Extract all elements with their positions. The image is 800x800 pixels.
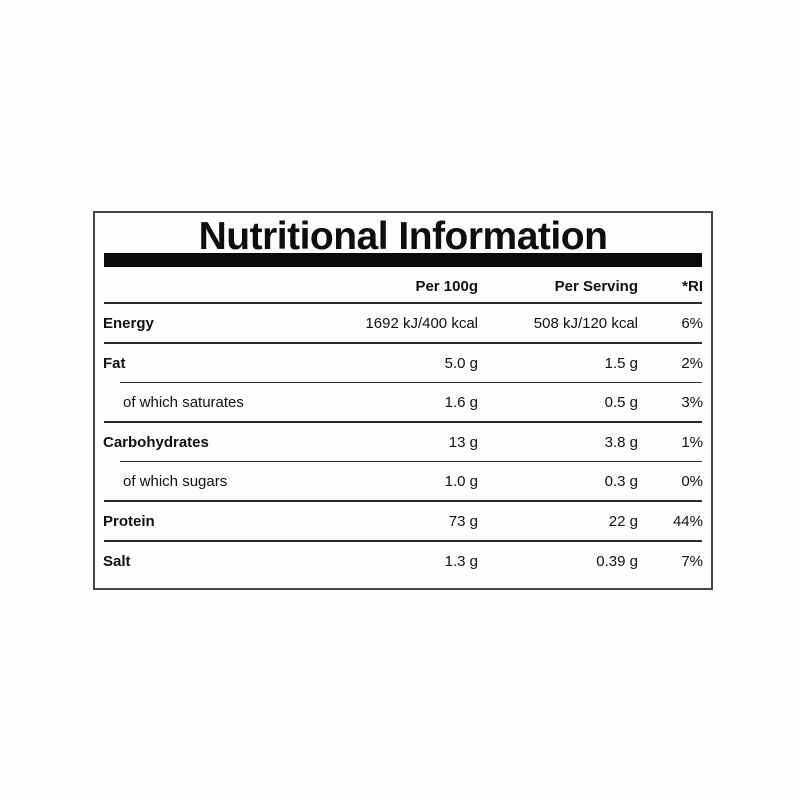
per-100g-value: 1692 kJ/400 kcal (365, 314, 478, 332)
per-serving-value: 1.5 g (604, 354, 638, 372)
nutrient-name: Fat (103, 354, 126, 372)
per-100g-value: 13 g (448, 433, 478, 451)
ri-value: 6% (681, 314, 703, 332)
ri-value: 44% (672, 512, 703, 530)
nutrient-name: of which saturates (123, 393, 244, 411)
column-header-ri: *RI (682, 278, 703, 295)
per-100g-value: 1.6 g (444, 393, 478, 411)
per-serving-value: 22 g (608, 512, 638, 530)
per-serving-value: 508 kJ/120 kcal (533, 314, 638, 332)
row-divider (120, 382, 702, 383)
table-row: Salt 1.3 g 0.39 g 7% (95, 542, 711, 580)
nutrient-name: Protein (103, 512, 155, 530)
per-serving-value: 0.3 g (604, 472, 638, 490)
ri-value: 3% (681, 393, 703, 411)
table-row: of which sugars 1.0 g 0.3 g 0% (95, 462, 711, 500)
ri-value: 0% (681, 472, 703, 490)
row-divider (104, 342, 702, 344)
column-header-spacer (103, 295, 308, 302)
table-row: Energy 1692 kJ/400 kcal 508 kJ/120 kcal … (95, 304, 711, 342)
nutrient-name: of which sugars (123, 472, 228, 490)
column-header-per-100g: Per 100g (415, 278, 478, 295)
ri-value: 7% (681, 552, 703, 570)
table-body: Energy 1692 kJ/400 kcal 508 kJ/120 kcal … (95, 302, 711, 580)
per-100g-value: 1.3 g (444, 552, 478, 570)
per-serving-value: 0.39 g (596, 552, 638, 570)
title-underline-bar (104, 253, 702, 267)
table-row: Fat 5.0 g 1.5 g 2% (95, 344, 711, 382)
per-serving-value: 0.5 g (604, 393, 638, 411)
ri-value: 1% (681, 433, 703, 451)
table-row: of which saturates 1.6 g 0.5 g 3% (95, 383, 711, 421)
row-divider (104, 500, 702, 502)
table-row: Protein 73 g 22 g 44% (95, 502, 711, 540)
table-header: Per 100g Per Serving *RI (95, 267, 711, 302)
per-100g-value: 73 g (448, 512, 478, 530)
per-serving-value: 3.8 g (604, 433, 638, 451)
nutrient-name: Energy (103, 314, 154, 332)
column-header-per-serving: Per Serving (554, 278, 638, 295)
table-row: Carbohydrates 13 g 3.8 g 1% (95, 423, 711, 461)
per-100g-value: 5.0 g (444, 354, 478, 372)
nutrient-name: Carbohydrates (103, 433, 209, 451)
page-title: Nutritional Information (198, 215, 608, 258)
row-divider (120, 461, 702, 462)
row-divider (104, 302, 702, 304)
ri-value: 2% (681, 354, 703, 372)
row-divider (104, 540, 702, 542)
nutrition-panel: Nutritional Information Per 100g Per Ser… (93, 211, 713, 590)
per-100g-value: 1.0 g (444, 472, 478, 490)
nutrient-name: Salt (103, 552, 131, 570)
row-divider (104, 421, 702, 423)
